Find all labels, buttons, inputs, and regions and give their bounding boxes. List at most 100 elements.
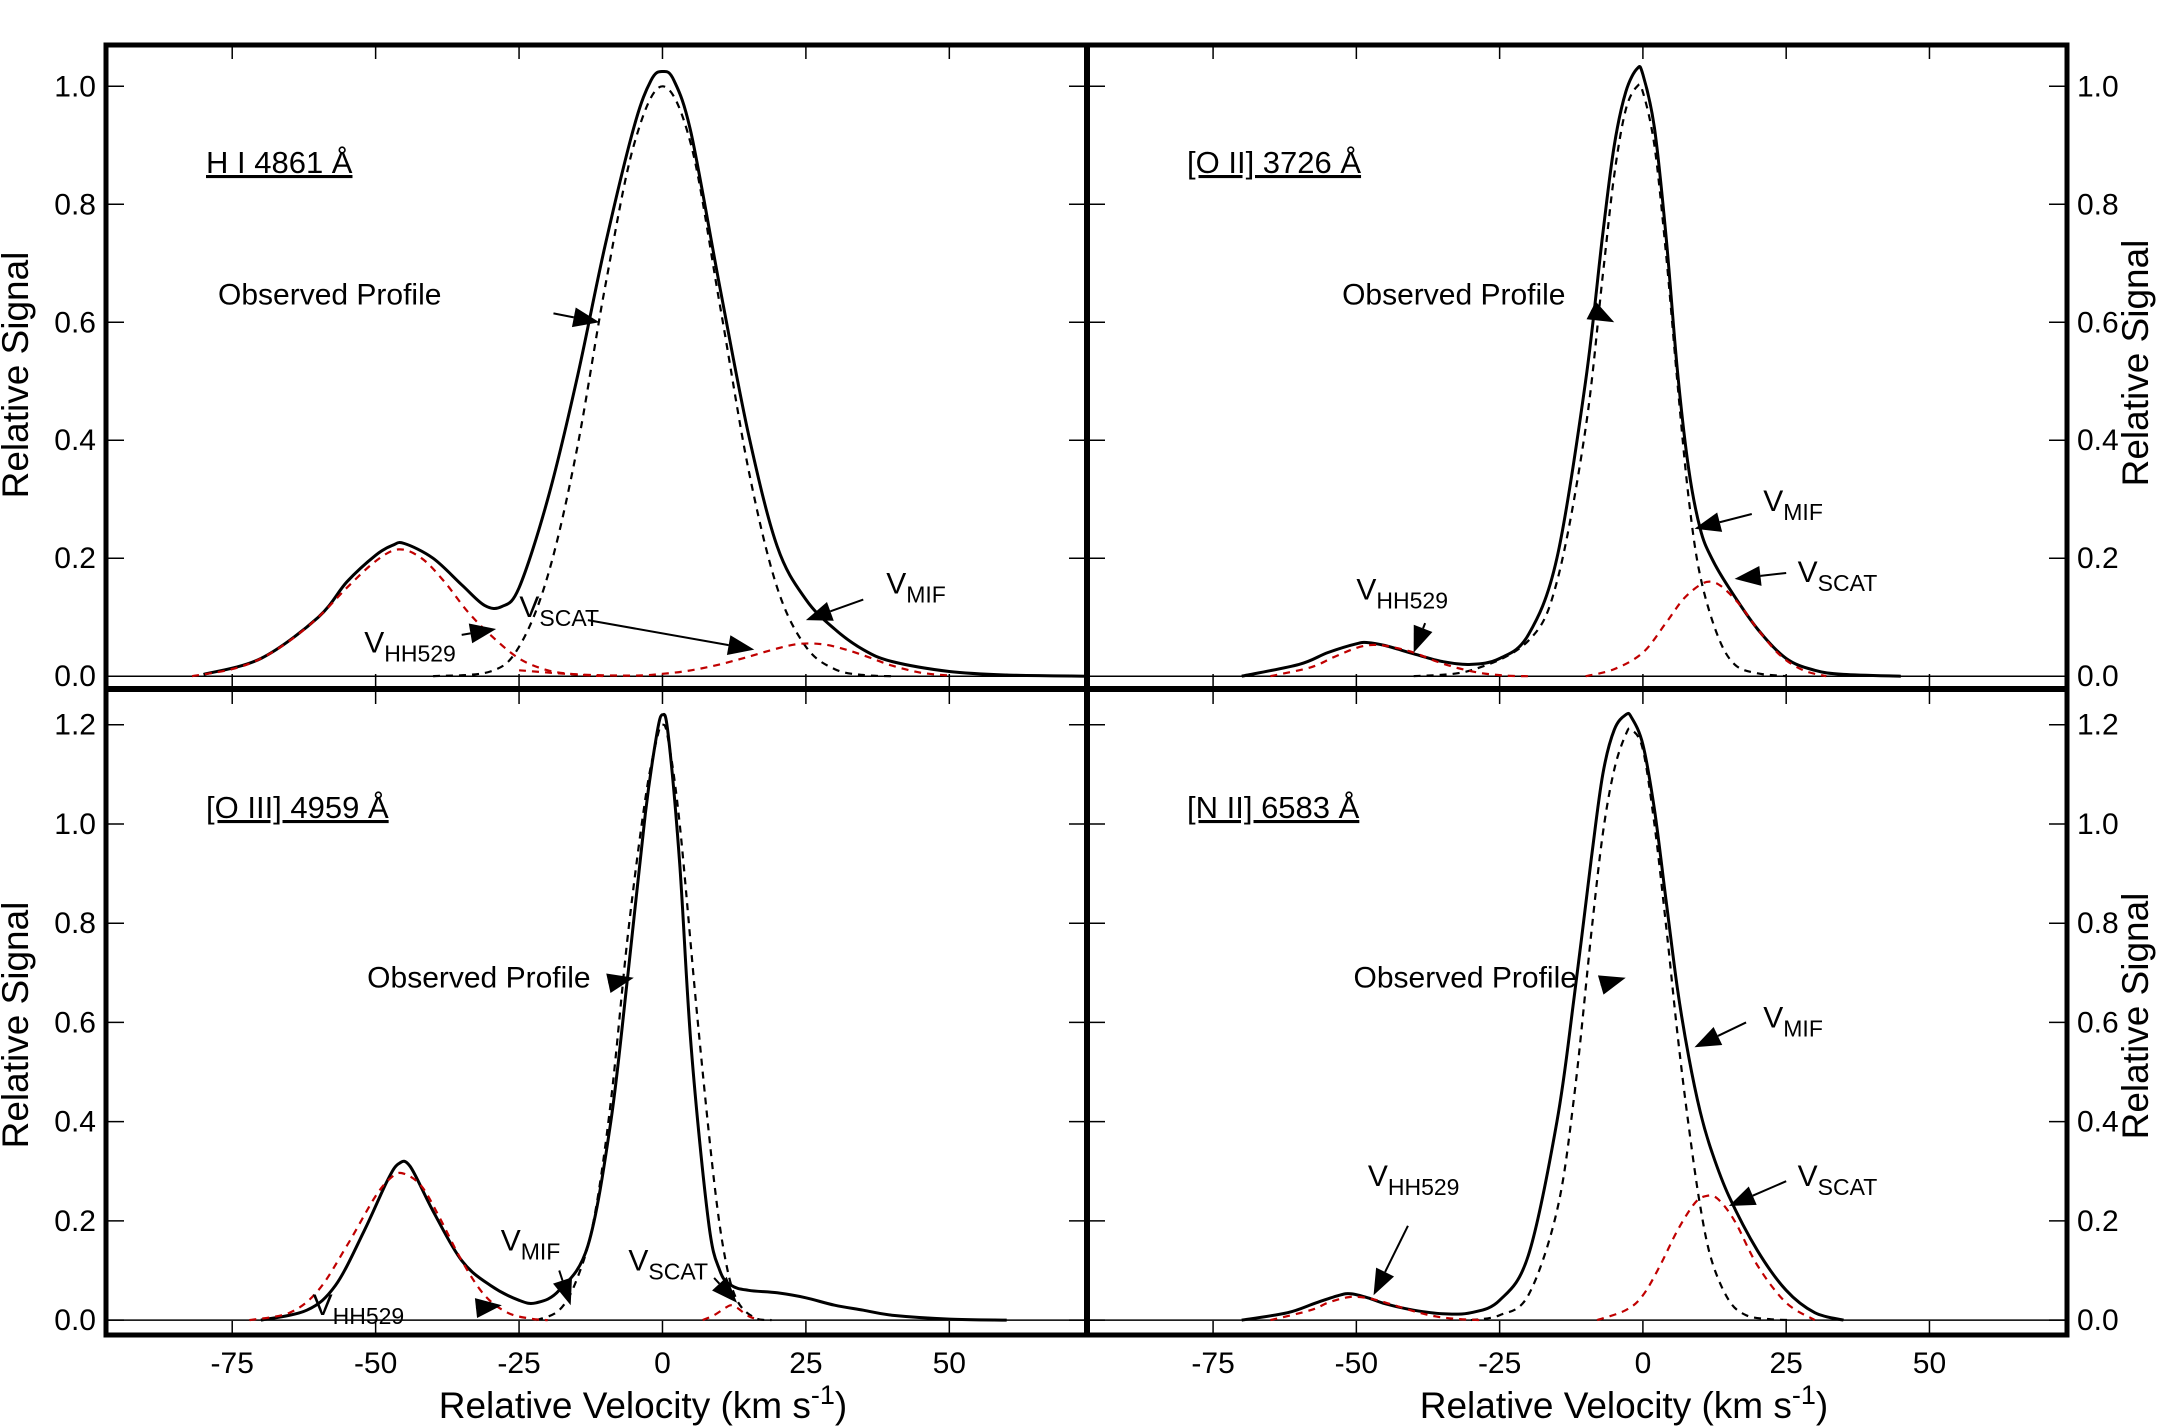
y-tick-label: 0.4 — [54, 1106, 96, 1139]
annotation-main: V — [313, 1289, 333, 1322]
curves — [1241, 711, 1844, 1322]
series-v-scat — [1585, 580, 1827, 678]
ylabel-bottom-right: Relative Signal — [2115, 893, 2156, 1140]
annotation-label: Observed Profile — [1342, 279, 1565, 312]
annotation-sub: MIF — [1783, 1015, 1823, 1041]
x-tick-label: 50 — [933, 1347, 966, 1380]
annotation-label: Observed Profile — [218, 279, 441, 312]
panel-top-right: 0.0 0.2 0.4 0.6 0.8 1.0 [O II] 3726 Å Observed … — [1087, 45, 2119, 693]
annotation-sub: MIF — [521, 1239, 561, 1265]
xlabel-left: Relative Velocity (km s-1) — [439, 1380, 848, 1426]
y-tick-label: 1.0 — [54, 808, 96, 841]
annotation-sub: HH529 — [333, 1303, 405, 1329]
annotation-sub: MIF — [906, 582, 946, 608]
annotation-arrow-head — [474, 1298, 502, 1318]
annotation-arrow-shaft — [587, 619, 729, 647]
annotation-label: VHH529 — [313, 1289, 405, 1329]
panel-label: H I 4861 Å — [206, 145, 353, 180]
annotation-arrow-head — [1413, 624, 1433, 653]
annotation-arrow-shaft — [1752, 1180, 1787, 1197]
series-v-hh529 — [1270, 1295, 1483, 1322]
xlabel-left-sup: -1 — [811, 1380, 835, 1410]
series-observed-profile — [260, 712, 1007, 1322]
y-tick-label: 0.8 — [54, 188, 96, 221]
panel-label: [O III] 4959 Å — [206, 790, 389, 825]
y-tick-label: 1.2 — [2077, 709, 2119, 742]
panel-bottom-right: -75 -50 -25 0 25 50 0.0 0.2 0.4 0.6 0.8 1.0 1.2 [N II… — [1087, 690, 2119, 1380]
annotation-arrow-head — [805, 601, 834, 621]
annotation-label: VSCAT — [1798, 556, 1878, 596]
annotation-arrow-head — [468, 623, 497, 644]
annotation-label: Observed Profile — [1354, 962, 1577, 995]
annotation-arrow-head — [712, 1276, 738, 1303]
xlabel-right-close: ) — [1816, 1385, 1828, 1426]
y-tick-label: 0.6 — [54, 306, 96, 339]
annotation-sub: HH529 — [384, 641, 456, 667]
series-v-scat — [702, 1304, 761, 1322]
annotation-label: VSCAT — [1798, 1160, 1878, 1200]
annotation-label: VSCAT — [628, 1245, 708, 1285]
y-tick-label: 0.0 — [54, 660, 96, 693]
annotation-main: Observed Profile — [218, 279, 441, 312]
series-v-mif — [535, 723, 772, 1322]
annotation-arrow-head — [1734, 565, 1762, 586]
annotation-sub: MIF — [1783, 499, 1823, 525]
series-v-hh529 — [191, 548, 606, 678]
curves — [191, 69, 1087, 678]
x-tick-label: -25 — [1478, 1347, 1521, 1380]
series-observed-profile — [1241, 65, 1901, 678]
annotation-main: V — [886, 568, 906, 601]
series-v-mif — [1470, 727, 1792, 1322]
annotation-arrow-shaft — [830, 598, 864, 613]
y-tick-label: 0.4 — [2077, 424, 2119, 457]
annotation-label: VHH529 — [364, 627, 456, 667]
panel-label: [O II] 3726 Å — [1187, 145, 1361, 180]
annotation-sub: SCAT — [1818, 570, 1878, 596]
annotation-main: V — [628, 1245, 648, 1278]
y-tick-label: 0.2 — [54, 542, 96, 575]
annotation-sub: HH529 — [1388, 1174, 1460, 1200]
annotation-arrow-head — [571, 307, 600, 328]
x-tick-label: -25 — [497, 1347, 540, 1380]
annotation-arrow-head — [606, 973, 634, 994]
annotation-main: V — [1763, 485, 1783, 518]
x-tick-label: 0 — [654, 1347, 671, 1380]
annotation-label: VMIF — [1763, 1001, 1823, 1041]
x-tick-label: 0 — [1635, 1347, 1652, 1380]
x-tick-label: -50 — [354, 1347, 397, 1380]
annotation-arrow-shaft — [1760, 571, 1787, 577]
ylabel-top-left: Relative Signal — [0, 252, 36, 499]
series-v-mif — [432, 85, 892, 678]
annotation-arrow-head — [1586, 301, 1615, 323]
annotation-main: V — [1798, 556, 1818, 589]
ylabel-top-right: Relative Signal — [2115, 240, 2156, 487]
y-tick-label: 0.8 — [54, 907, 96, 940]
x-tick-label: 25 — [1769, 1347, 1802, 1380]
xlabel-left-main: Relative Velocity (km s — [439, 1385, 811, 1426]
curves — [249, 712, 1007, 1322]
panel-bottom-left: -75 -50 -25 0 25 50 0.0 0.2 0.4 0.6 0.8 1.0 1.2 [O II… — [54, 690, 1087, 1380]
frame-layer — [103, 42, 2070, 1338]
series-v-hh529 — [1270, 643, 1529, 678]
xlabel-right: Relative Velocity (km s-1) — [1420, 1380, 1829, 1426]
annotation-main: Observed Profile — [1354, 962, 1577, 995]
annotation-main: V — [1798, 1160, 1818, 1193]
annotation-main: Observed Profile — [367, 962, 590, 995]
annotation-arrow-shaft — [558, 1270, 564, 1281]
series-v-hh529 — [249, 1171, 548, 1322]
annotation-arrow-shaft — [1717, 1021, 1747, 1037]
annotation-arrow-shaft — [461, 632, 471, 636]
annotation-label: VMIF — [886, 568, 946, 608]
x-tick-label: 50 — [1913, 1347, 1946, 1380]
y-tick-label: 1.0 — [54, 70, 96, 103]
annotation-main: V — [1763, 1001, 1783, 1034]
annotation-sub: SCAT — [648, 1259, 708, 1285]
annotation-sub: SCAT — [539, 605, 599, 631]
annotation-sub: HH529 — [1376, 588, 1448, 614]
annotation-sub: SCAT — [1818, 1174, 1878, 1200]
annotation-main: Observed Profile — [1342, 279, 1565, 312]
annotation-main: V — [1368, 1160, 1388, 1193]
x-tick-label: -50 — [1335, 1347, 1378, 1380]
y-tick-label: 0.6 — [54, 1006, 96, 1039]
